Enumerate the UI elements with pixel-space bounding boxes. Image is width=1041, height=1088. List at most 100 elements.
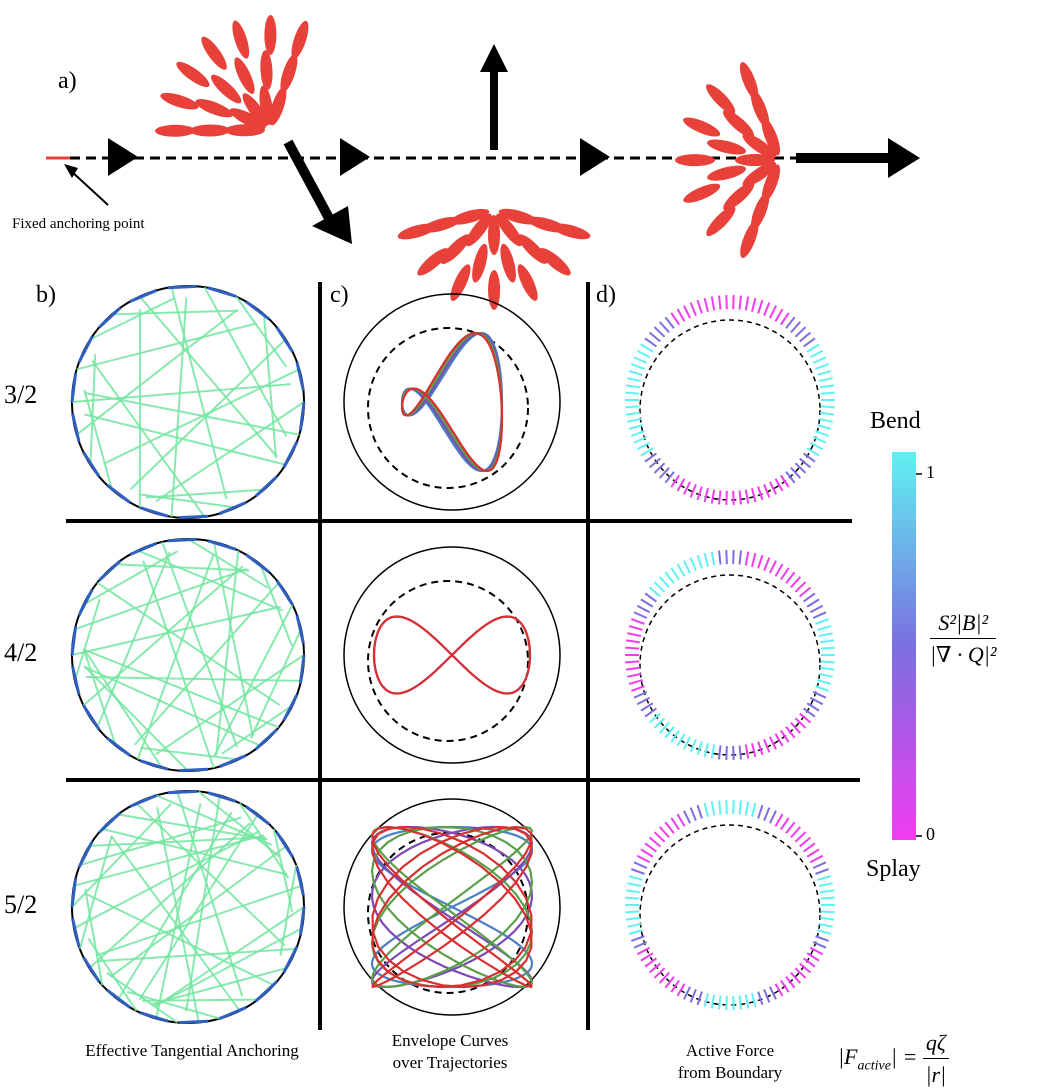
director-ellipse <box>739 62 759 100</box>
tangent-arrow <box>282 440 299 469</box>
director-clusters <box>155 15 781 310</box>
panel-d-force-circles <box>625 295 835 1010</box>
force-arrow <box>664 976 675 989</box>
anchoring-arrow <box>135 802 286 947</box>
tangent-arrow <box>254 728 278 751</box>
force-arrow <box>627 922 642 928</box>
force-arrow <box>809 604 824 614</box>
force-arrow <box>820 896 835 900</box>
motion-arrow-1-head <box>312 206 352 244</box>
director-ellipse <box>210 74 242 104</box>
force-arrow <box>640 598 654 608</box>
force-arrow <box>676 308 686 322</box>
force-arrow <box>763 557 771 572</box>
director-ellipse <box>417 248 449 276</box>
force-arrow <box>640 952 654 962</box>
force-arrow <box>710 801 716 816</box>
director-ellipse <box>440 234 471 264</box>
force-arrow <box>757 554 764 569</box>
director-ellipse <box>683 183 721 203</box>
force-arrow <box>785 726 796 739</box>
force-arrow <box>768 560 777 574</box>
tangent-arrow <box>295 866 305 896</box>
director-ellipse <box>707 139 747 155</box>
force-arrow <box>799 586 812 598</box>
force-arrow <box>670 474 680 488</box>
anchoring-arrow <box>145 488 265 499</box>
force-arrow <box>812 861 827 869</box>
panel-a-letter: a) <box>58 68 77 94</box>
force-arrow <box>790 971 802 984</box>
force-arrow <box>812 691 827 699</box>
force-arrow <box>806 848 820 858</box>
force-arrow <box>817 875 832 881</box>
tangent-arrow <box>245 300 270 321</box>
anchor-label: Fixed anchoring point <box>12 216 145 232</box>
force-arrow <box>819 411 835 416</box>
force-arrow <box>696 299 703 314</box>
tangent-arrow <box>106 483 131 504</box>
force-arrow <box>812 356 827 364</box>
force-arrow <box>644 957 657 968</box>
force-arrow <box>780 817 790 831</box>
force-arrow <box>703 743 709 758</box>
force-arrow <box>738 550 742 565</box>
tangent-arrow <box>71 918 81 948</box>
force-arrow <box>636 441 651 451</box>
force-arrow <box>696 554 703 569</box>
force-arrow <box>815 868 830 875</box>
anchoring-arrow <box>83 389 113 490</box>
force-arrow <box>627 377 642 383</box>
tangent-arrow <box>70 878 78 908</box>
force-arrow <box>806 447 820 457</box>
force-arrow <box>648 331 661 343</box>
force-arrow <box>627 882 642 888</box>
force-arrow <box>676 813 686 827</box>
anchoring-arrow <box>89 297 175 341</box>
force-arrow <box>640 343 654 353</box>
director-ellipse <box>176 61 210 88</box>
force-arrow <box>818 377 833 383</box>
anchoring-arrow <box>73 834 265 887</box>
force-arrow <box>628 679 643 685</box>
director-ellipse <box>472 243 488 283</box>
director-ellipse <box>232 20 250 59</box>
anchoring-arrow <box>235 295 288 368</box>
force-arrow <box>658 971 670 984</box>
force-arrow <box>794 462 807 474</box>
force-arrow <box>757 486 764 501</box>
force-arrow <box>644 842 657 853</box>
force-arrow <box>819 639 835 644</box>
anchoring-arrow <box>138 813 259 1001</box>
anchoring-arrow <box>84 413 286 466</box>
force-arrow <box>780 729 790 743</box>
force-arrow <box>780 979 790 993</box>
force-arrow <box>625 916 641 921</box>
tangent-arrow <box>82 451 101 478</box>
force-arrow <box>774 563 784 577</box>
force-arrow <box>630 868 645 875</box>
director-ellipse <box>551 223 591 240</box>
anchoring-arrow <box>142 998 258 1002</box>
force-arrow <box>820 405 835 409</box>
force-arrow <box>630 935 645 942</box>
anchoring-arrow <box>84 888 104 986</box>
tangent-arrow <box>179 767 209 773</box>
force-arrow <box>689 988 697 1003</box>
force-arrow <box>803 592 816 603</box>
tangent-arrow <box>298 401 306 431</box>
force-arrow <box>664 571 675 584</box>
anchoring-arrow <box>139 295 278 458</box>
anchoring-arrow <box>78 835 113 950</box>
force-arrow <box>806 343 820 353</box>
force-arrow <box>676 983 686 997</box>
tangent-arrow <box>98 559 122 582</box>
force-arrow <box>625 660 640 664</box>
force-arrow <box>815 618 830 625</box>
force-arrow <box>774 983 784 997</box>
row-label-5-2: 5/2 <box>4 890 38 919</box>
director-ellipse <box>498 208 538 225</box>
force-arrow <box>625 384 641 389</box>
force-arrow <box>710 551 716 566</box>
